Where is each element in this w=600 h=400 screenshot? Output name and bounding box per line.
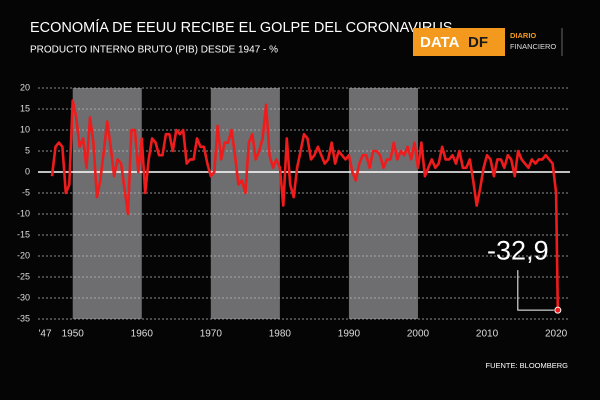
y-tick-label: 20 [20,82,30,92]
highlight-point [554,306,562,314]
x-tick-label: 2010 [476,329,499,340]
x-tick-label: 1950 [62,329,85,340]
y-tick-label: 0 [25,166,30,176]
y-tick-label: -5 [22,187,30,197]
x-tick-label: 1980 [269,329,292,340]
y-tick-label: 10 [20,124,30,134]
y-tick-label: 15 [20,103,30,113]
annotation-connector [517,270,554,311]
y-tick-label: -30 [17,292,30,302]
series-line [50,99,560,311]
y-tick-label: -25 [17,271,30,281]
y-tick-label: -15 [17,229,30,239]
shaded-period [210,88,280,319]
x-tick-label: 1990 [338,329,361,340]
x-tick-label: 2000 [407,329,430,340]
y-tick-label: -35 [17,313,30,323]
chart-subtitle: PRODUCTO INTERNO BRUTO (PIB) DESDE 1947 … [30,45,278,56]
plot-area: 20 15 10 5 0 -5 -10 -15 -20 -25 -30 -35 '47 1950 1960 1… [17,82,570,340]
logo-data: DATA [420,34,460,51]
y-tick-label: -20 [17,250,30,260]
logo-financiero: FINANCIERO [510,42,556,51]
logo-df: DF [468,34,488,51]
x-tick-label: 1960 [131,329,154,340]
x-tick-label: '47 [38,329,51,340]
data-label: -32,9 [487,235,549,265]
logo-diario: DIARIO [510,31,536,40]
y-tick-label: -10 [17,208,30,218]
shaded-period [348,88,418,319]
source: FUENTE: BLOOMBERG [485,361,568,370]
logo-box [413,28,505,56]
x-tick-label: 2020 [545,329,568,340]
chart-title: ECONOMÍA DE EEUU RECIBE EL GOLPE DEL COR… [30,19,452,36]
x-tick-label: 1970 [200,329,223,340]
y-tick-label: 5 [25,145,30,155]
